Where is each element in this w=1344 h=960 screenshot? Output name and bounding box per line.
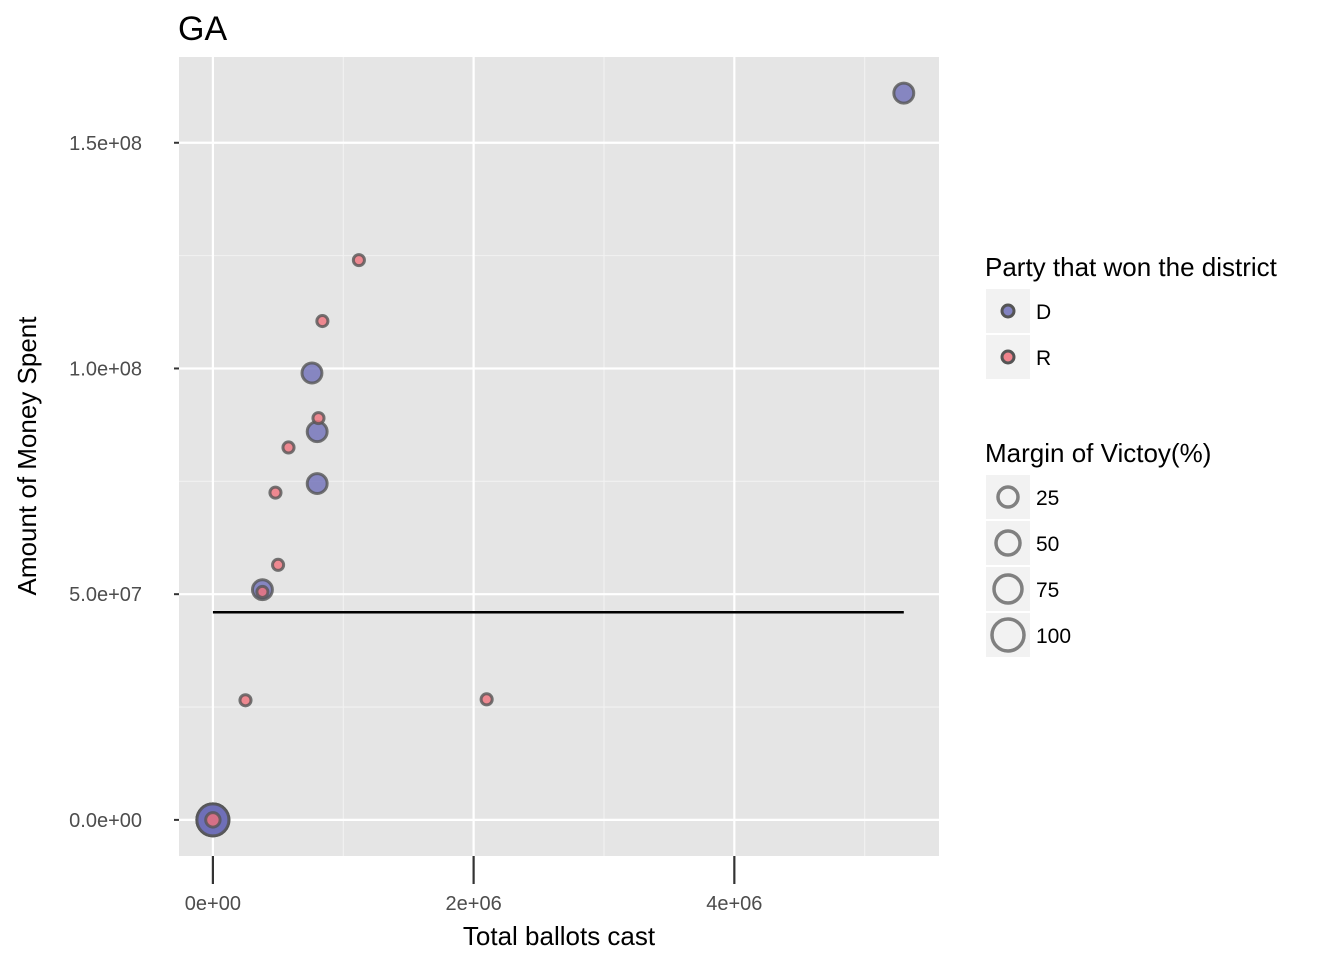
data-point-r [268, 485, 283, 500]
y-tick-label: 1.5e+08 [69, 133, 142, 155]
size-legend-items: 25 50 75 100 [986, 475, 1071, 657]
legend-size-swatch [996, 485, 1020, 509]
legend-key-bg [986, 521, 1030, 565]
y-axis-title: Amount of Money Spent [12, 316, 42, 596]
legend-size-swatch [992, 573, 1024, 605]
legend-swatch-r [1000, 349, 1016, 365]
data-point-d [300, 361, 324, 385]
legend-label-d: D [1036, 301, 1051, 324]
data-point-r [315, 314, 330, 329]
x-tick-label: 4e+06 [706, 893, 762, 915]
data-point-r [238, 693, 253, 708]
chart-title: GA [178, 10, 227, 48]
legend-swatch-d [1000, 303, 1016, 319]
legend-label-r: R [1036, 347, 1051, 370]
legend-size-label: 100 [1036, 625, 1071, 648]
data-point-r [271, 557, 286, 572]
data-point-r [281, 440, 296, 455]
size-legend-title: Margin of Victoy(%) [985, 438, 1211, 468]
data-point-r [479, 692, 494, 707]
x-tick-label: 2e+06 [446, 893, 502, 915]
minor-gridlines [179, 57, 939, 856]
x-tick-label: 0e+00 [185, 893, 241, 915]
data-point-d [892, 81, 916, 105]
y-tick-label: 1.0e+08 [69, 358, 142, 380]
legend-size-label: 25 [1036, 487, 1059, 510]
plot-panel [179, 57, 939, 856]
legend-size-label: 75 [1036, 579, 1059, 602]
data-point-r [204, 811, 222, 829]
data-point-r [351, 253, 366, 268]
y-tick-label: 5.0e+07 [69, 584, 142, 606]
color-legend-items: DR [986, 289, 1051, 379]
x-axis: 0e+00 2e+06 4e+06 [185, 856, 762, 915]
y-tick-label: 0.0e+00 [69, 810, 142, 832]
legend-key-bg [986, 475, 1030, 519]
legend-size-swatch [994, 529, 1022, 557]
legend: Party that won the district DR Margin of… [985, 252, 1278, 657]
legend-size-label: 50 [1036, 533, 1059, 556]
legend-size-swatch [990, 617, 1026, 653]
data-point-r [255, 584, 270, 599]
y-axis: 0.0e+00 5.0e+07 1.0e+08 1.5e+08 [69, 133, 179, 832]
color-legend-title: Party that won the district [985, 252, 1278, 282]
data-point-r [311, 411, 326, 426]
data-point-d [305, 472, 329, 496]
x-axis-title: Total ballots cast [463, 921, 656, 951]
data-points [195, 81, 916, 838]
